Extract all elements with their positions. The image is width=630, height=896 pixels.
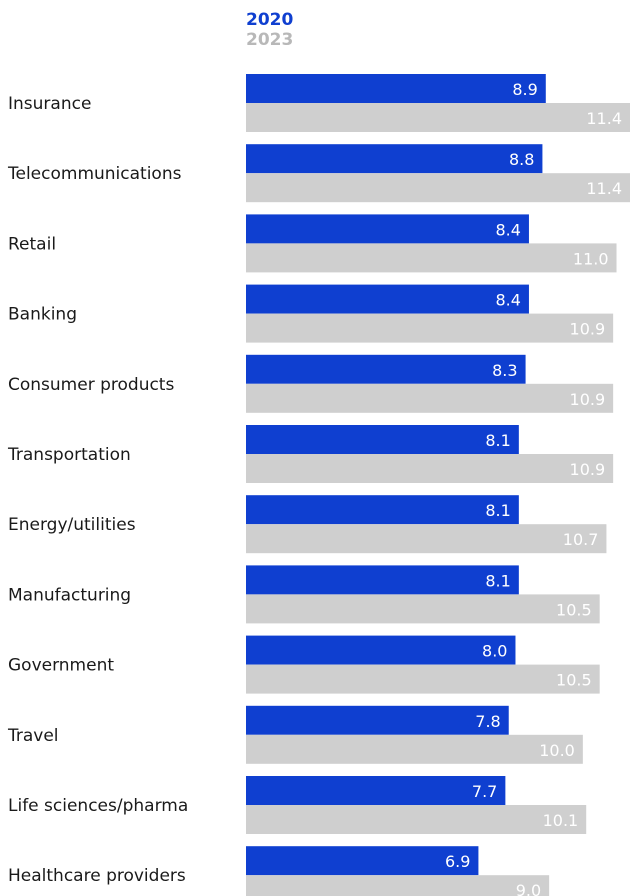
bar-2020-banking <box>246 284 529 314</box>
bar-2020-healthcare-providers <box>246 846 479 876</box>
category-label-energy-utilities: Energy/utilities <box>8 515 136 535</box>
bar-2023-government <box>246 664 600 694</box>
bar-2020-retail <box>246 214 529 244</box>
category-label-banking: Banking <box>8 305 77 325</box>
value-label-2023-banking: 10.9 <box>570 320 606 339</box>
bar-2023-telecommunications <box>246 173 630 203</box>
value-label-2023-insurance: 11.4 <box>586 109 622 128</box>
bar-2023-banking <box>246 313 614 343</box>
value-label-2020-retail: 8.4 <box>495 220 520 239</box>
category-label-government: Government <box>8 656 114 676</box>
bar-2023-manufacturing <box>246 594 600 624</box>
category-label-life-sciences-pharma: Life sciences/pharma <box>8 796 188 816</box>
value-label-2020-transportation: 8.1 <box>485 431 510 450</box>
bar-2020-transportation <box>246 425 519 454</box>
bar-2020-travel <box>246 705 509 735</box>
value-label-2020-government: 8.0 <box>482 642 507 661</box>
value-label-2020-insurance: 8.9 <box>512 80 537 99</box>
bar-2020-telecommunications <box>246 144 543 174</box>
bar-2023-life-sciences-pharma <box>246 805 587 834</box>
category-label-retail: Retail <box>8 234 56 254</box>
legend-item-2020: 2020 <box>246 10 294 30</box>
value-label-2020-manufacturing: 8.1 <box>485 571 510 590</box>
value-label-2023-consumer-products: 10.9 <box>570 390 606 409</box>
bar-2023-healthcare-providers <box>246 875 550 896</box>
bar-2023-transportation <box>246 454 614 483</box>
bar-2020-life-sciences-pharma <box>246 776 506 805</box>
bar-2020-insurance <box>246 74 546 103</box>
bar-2023-travel <box>246 734 583 764</box>
category-label-consumer-products: Consumer products <box>8 375 174 395</box>
value-label-2023-retail: 11.0 <box>573 249 609 268</box>
bar-2020-government <box>246 635 516 665</box>
value-label-2023-life-sciences-pharma: 10.1 <box>543 811 579 830</box>
bar-2020-consumer-products <box>246 354 526 384</box>
category-label-healthcare-providers: Healthcare providers <box>8 866 186 886</box>
value-label-2020-consumer-products: 8.3 <box>492 361 517 380</box>
value-label-2023-telecommunications: 11.4 <box>586 179 622 198</box>
value-label-2023-government: 10.5 <box>556 671 592 690</box>
bar-2023-insurance <box>246 103 630 132</box>
value-label-2020-healthcare-providers: 6.9 <box>445 852 470 871</box>
legend: 2020 2023 <box>246 10 293 50</box>
value-label-2023-energy-utilities: 10.7 <box>563 530 599 549</box>
bar-2023-consumer-products <box>246 383 614 413</box>
bar-2023-retail <box>246 243 617 273</box>
value-label-2023-healthcare-providers: 9.0 <box>516 881 541 896</box>
value-label-2023-transportation: 10.9 <box>570 460 606 479</box>
value-label-2020-travel: 7.8 <box>475 712 500 731</box>
value-label-2023-manufacturing: 10.5 <box>556 600 592 619</box>
category-label-manufacturing: Manufacturing <box>8 585 131 605</box>
value-label-2023-travel: 10.0 <box>539 741 575 760</box>
bar-2020-manufacturing <box>246 565 519 595</box>
category-label-telecommunications: Telecommunications <box>7 164 182 184</box>
bar-2023-energy-utilities <box>246 524 607 554</box>
category-label-insurance: Insurance <box>8 94 91 114</box>
value-label-2020-telecommunications: 8.8 <box>509 150 534 169</box>
value-label-2020-life-sciences-pharma: 7.7 <box>472 782 497 801</box>
legend-item-2023: 2023 <box>246 30 294 50</box>
value-label-2020-banking: 8.4 <box>495 291 520 310</box>
bar-2020-energy-utilities <box>246 495 519 525</box>
value-label-2020-energy-utilities: 8.1 <box>485 501 510 520</box>
category-label-travel: Travel <box>7 726 59 746</box>
category-label-transportation: Transportation <box>7 445 131 465</box>
